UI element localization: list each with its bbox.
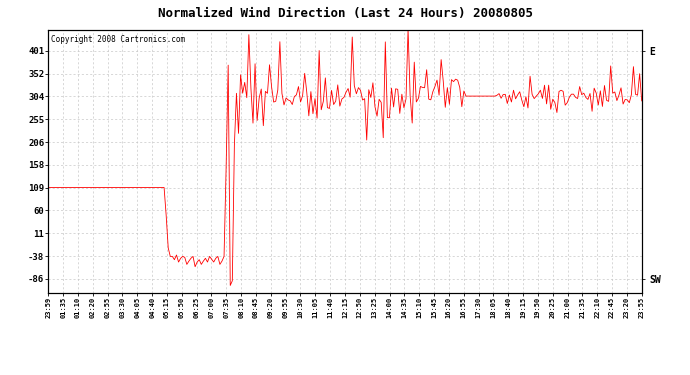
Text: Normalized Wind Direction (Last 24 Hours) 20080805: Normalized Wind Direction (Last 24 Hours…	[157, 8, 533, 21]
Text: Copyright 2008 Cartronics.com: Copyright 2008 Cartronics.com	[51, 35, 186, 44]
